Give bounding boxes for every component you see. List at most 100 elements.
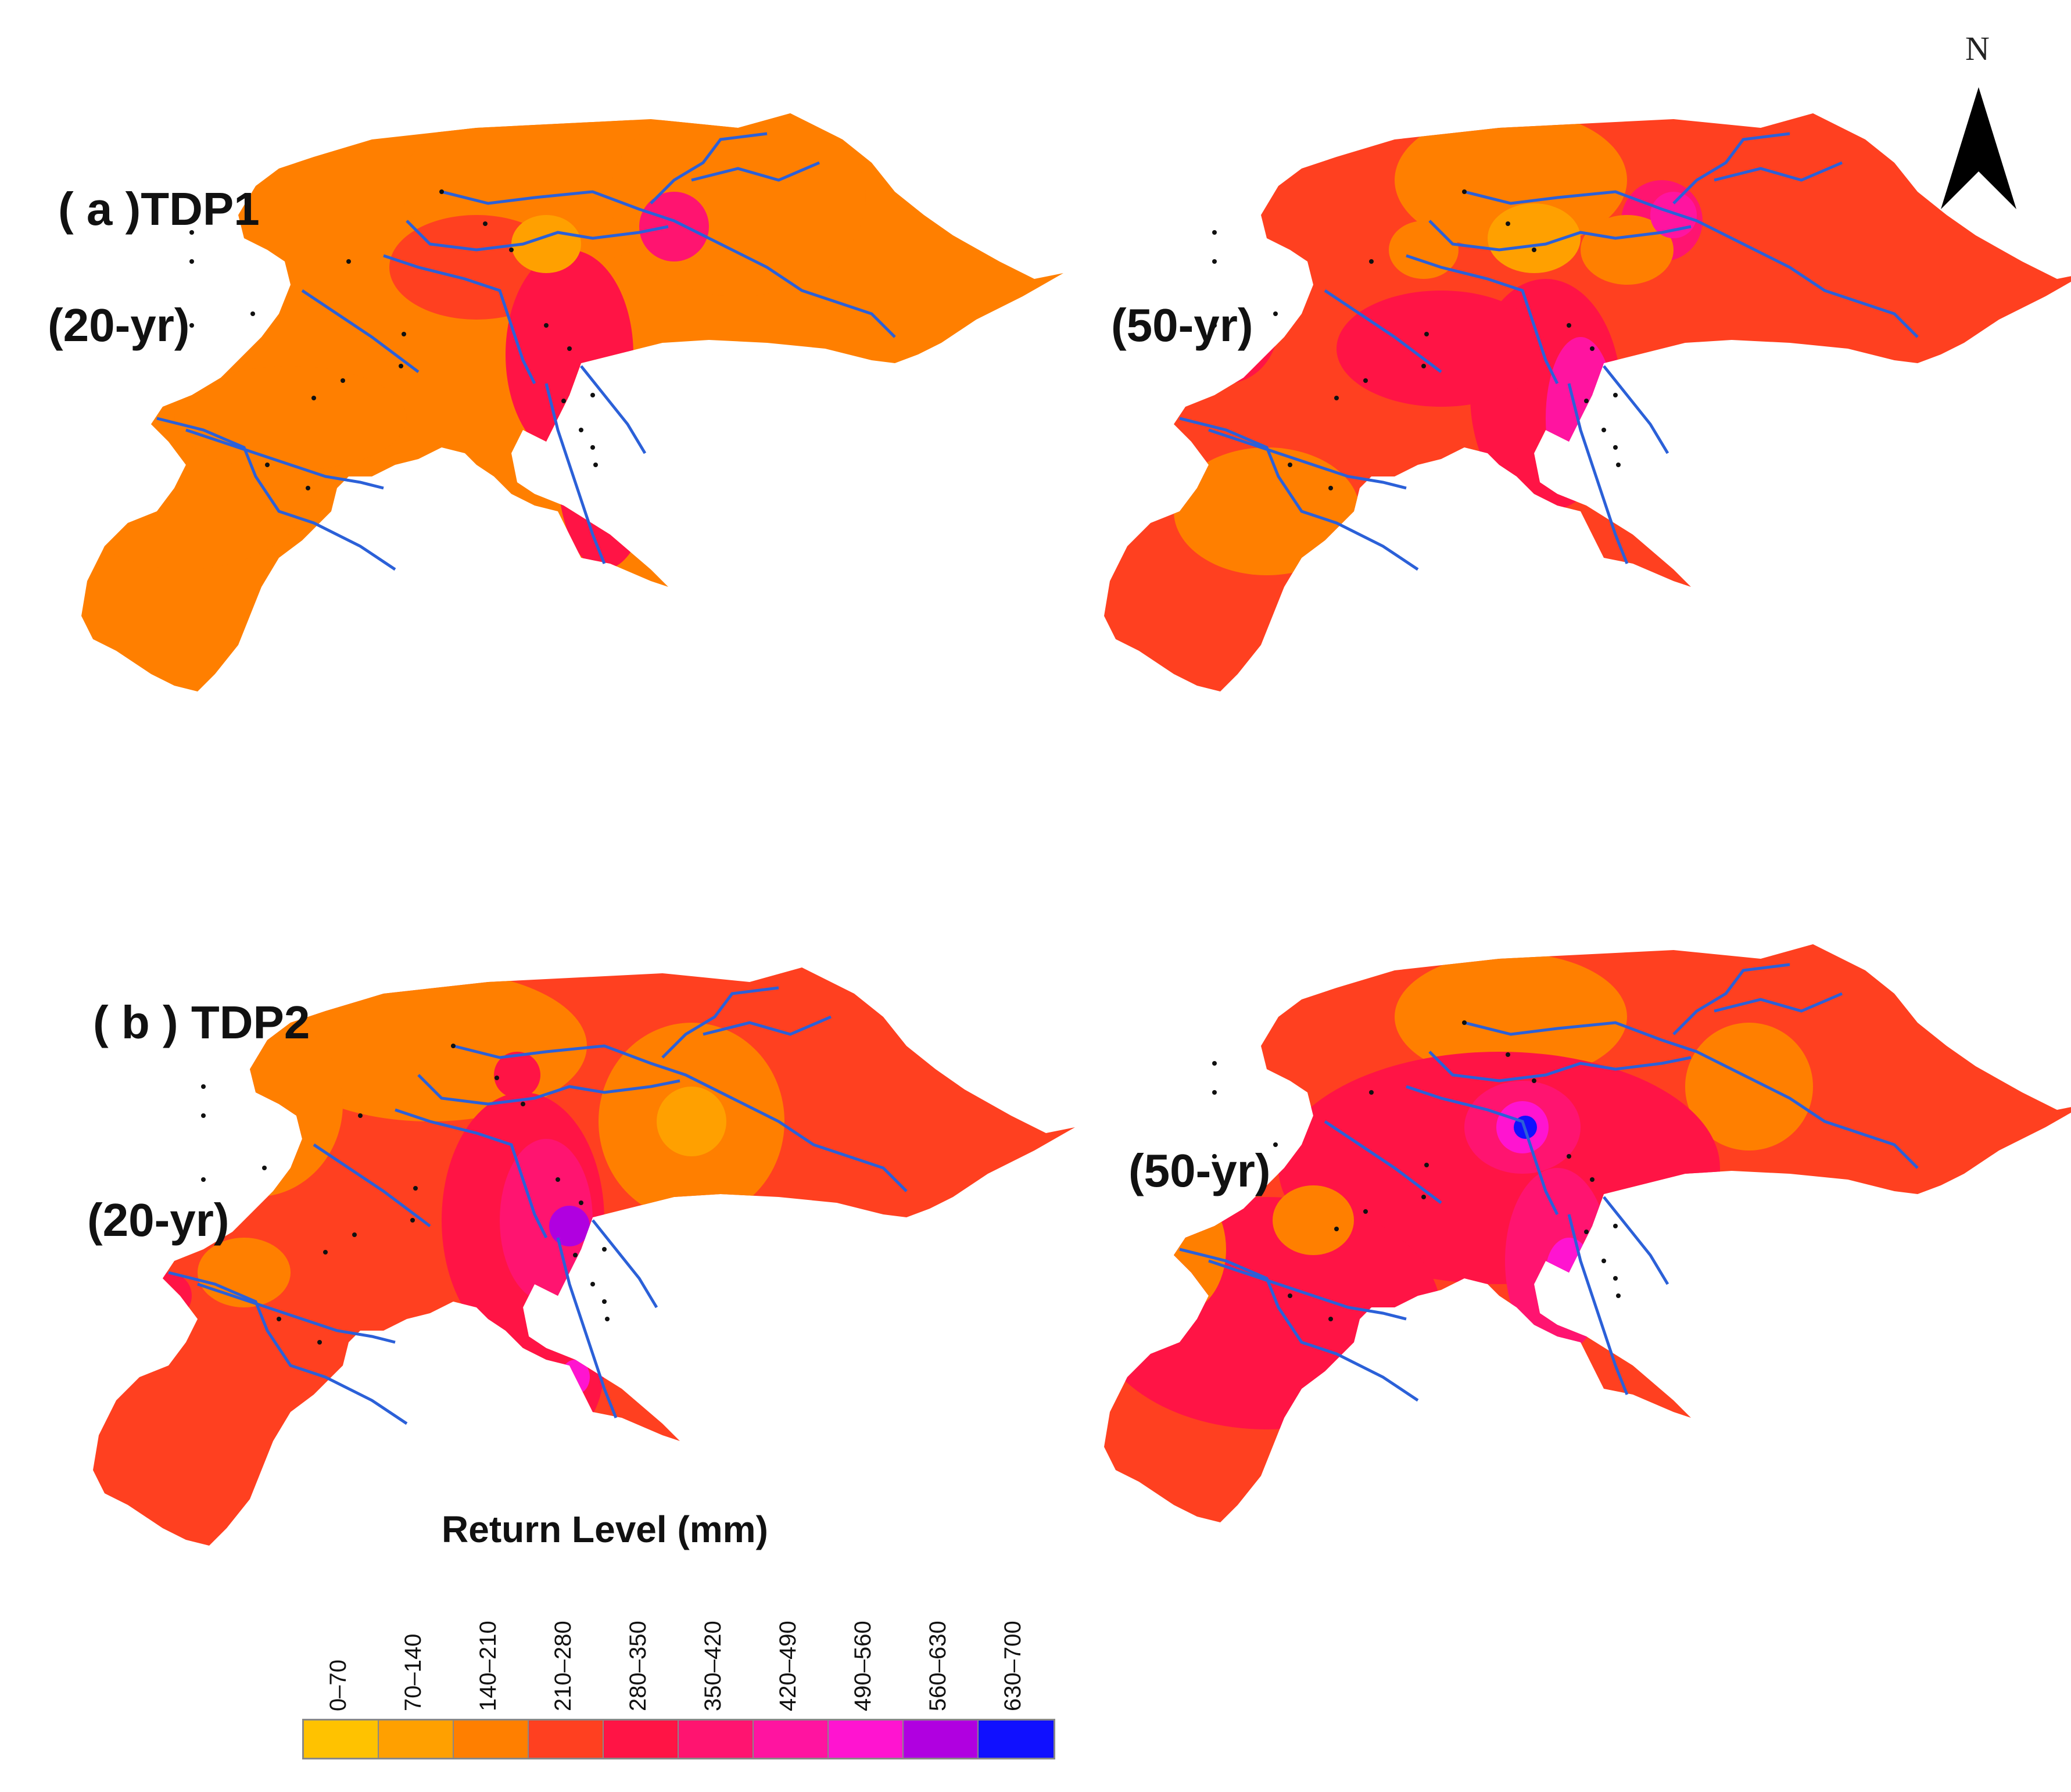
river-line bbox=[1179, 417, 1419, 571]
river-line bbox=[544, 383, 606, 564]
legend-tick-label: 490–560 bbox=[850, 1621, 876, 1711]
river-line bbox=[453, 1044, 908, 1192]
river-line bbox=[1324, 1120, 1442, 1204]
rain-gauge-station bbox=[1601, 428, 1606, 432]
river-line bbox=[168, 1271, 408, 1425]
river-line bbox=[313, 1143, 431, 1227]
rain-gauge-station bbox=[1601, 1259, 1606, 1263]
legend-swatch bbox=[979, 1721, 1054, 1758]
rain-gauge-station bbox=[1421, 1195, 1426, 1199]
rain-gauge-station bbox=[567, 346, 572, 351]
panel-label-tdp2: ( b ) TDP2 bbox=[93, 997, 310, 1048]
rain-gauge-station bbox=[1424, 332, 1429, 336]
river-line bbox=[1714, 161, 1843, 182]
river-line bbox=[650, 132, 768, 205]
map-panel-tdp2-50yr bbox=[1092, 936, 2071, 1575]
legend-swatch bbox=[679, 1721, 754, 1758]
rain-gauge-station bbox=[590, 445, 595, 450]
rain-gauge-station bbox=[399, 364, 403, 368]
legend-tick-label: 280–350 bbox=[625, 1621, 651, 1711]
north-arrow-icon bbox=[1941, 87, 2016, 209]
rain-gauge-station bbox=[451, 1044, 456, 1048]
legend-swatch bbox=[304, 1721, 379, 1758]
river-line bbox=[301, 289, 420, 373]
return-level-zone bbox=[610, 113, 866, 296]
rain-gauge-station bbox=[1613, 393, 1618, 397]
rain-gauge-station bbox=[1212, 1090, 1217, 1095]
legend-swatch bbox=[904, 1721, 979, 1758]
legend-tick-label: 70–140 bbox=[400, 1633, 426, 1711]
north-label: N bbox=[1965, 30, 1990, 67]
rain-gauge-station bbox=[509, 248, 514, 252]
rain-gauge-station bbox=[1462, 189, 1467, 194]
rain-gauge-station bbox=[495, 1076, 499, 1080]
river-line bbox=[441, 190, 896, 338]
rain-gauge-station bbox=[1590, 346, 1595, 351]
rain-gauge-station bbox=[1273, 1142, 1278, 1147]
rain-gauge-station bbox=[265, 463, 270, 467]
rain-gauge-station bbox=[1616, 1293, 1621, 1298]
rain-gauge-station bbox=[1590, 1177, 1595, 1182]
river-line bbox=[703, 1015, 832, 1036]
river-line bbox=[383, 254, 536, 385]
rain-gauge-station bbox=[590, 393, 595, 397]
rain-gauge-station bbox=[579, 428, 583, 432]
rain-gauge-station bbox=[1421, 364, 1426, 368]
region-map bbox=[1104, 113, 2071, 691]
legend-swatch bbox=[604, 1721, 679, 1758]
rain-gauge-station bbox=[1584, 1230, 1589, 1234]
river-line bbox=[1324, 289, 1442, 373]
rain-gauge-station bbox=[544, 323, 549, 328]
river-line bbox=[661, 986, 779, 1059]
rain-gauge-station bbox=[1506, 1052, 1510, 1057]
river-line bbox=[580, 365, 647, 454]
river-line bbox=[417, 1074, 680, 1106]
rain-gauge-station bbox=[605, 1317, 610, 1321]
return-level-zone bbox=[1273, 1185, 1354, 1255]
map-panel-tdp1-50yr bbox=[1092, 105, 2071, 744]
return-level-zones bbox=[145, 970, 784, 1435]
rain-gauge-station bbox=[341, 378, 345, 383]
river-line bbox=[406, 220, 669, 252]
rain-gauge-station bbox=[561, 399, 566, 403]
legend-swatch bbox=[379, 1721, 454, 1758]
legend-tick-label: 0–70 bbox=[325, 1660, 351, 1711]
return-level-zone bbox=[1488, 203, 1581, 273]
river-line bbox=[1208, 1259, 1407, 1321]
legend-swatch bbox=[454, 1721, 529, 1758]
rain-gauge-station bbox=[483, 221, 488, 226]
return-level-zone bbox=[561, 1360, 590, 1395]
river-line bbox=[1603, 1196, 1669, 1285]
return-level-zone bbox=[198, 1238, 291, 1307]
legend-tick-label: 140–210 bbox=[475, 1621, 501, 1711]
rain-gauge-station bbox=[1212, 1061, 1217, 1066]
river-line bbox=[156, 417, 396, 571]
rain-gauge-station bbox=[1334, 396, 1339, 400]
legend-tick-label: 210–280 bbox=[550, 1621, 576, 1711]
rain-gauge-station bbox=[1363, 1209, 1368, 1214]
river-line bbox=[1428, 220, 1692, 252]
return-level-zone bbox=[1395, 953, 1627, 1081]
return-period-label: (50-yr) bbox=[1111, 299, 1253, 351]
rain-gauge-station bbox=[1273, 311, 1278, 316]
rain-gauge-station bbox=[410, 1218, 415, 1223]
rain-gauge-station bbox=[1613, 1276, 1618, 1281]
river-line bbox=[1672, 963, 1790, 1035]
rain-gauge-station bbox=[1212, 1154, 1217, 1159]
rain-gauge-station bbox=[413, 1186, 418, 1191]
rain-gauge-station bbox=[556, 1177, 560, 1182]
rain-gauge-station bbox=[602, 1299, 607, 1304]
rain-gauge-station bbox=[201, 1177, 206, 1182]
river-line bbox=[556, 1237, 618, 1418]
rain-gauge-station bbox=[521, 1102, 525, 1106]
map-panel-tdp2-20yr bbox=[81, 959, 1127, 1598]
return-level-zone bbox=[1174, 447, 1360, 575]
legend-swatch bbox=[829, 1721, 904, 1758]
river-line bbox=[1714, 992, 1843, 1013]
river-line bbox=[1208, 428, 1407, 490]
river-line bbox=[1428, 1051, 1692, 1083]
river-line bbox=[1179, 1248, 1419, 1402]
river-line bbox=[1464, 1021, 1919, 1169]
river-line bbox=[1464, 190, 1919, 338]
